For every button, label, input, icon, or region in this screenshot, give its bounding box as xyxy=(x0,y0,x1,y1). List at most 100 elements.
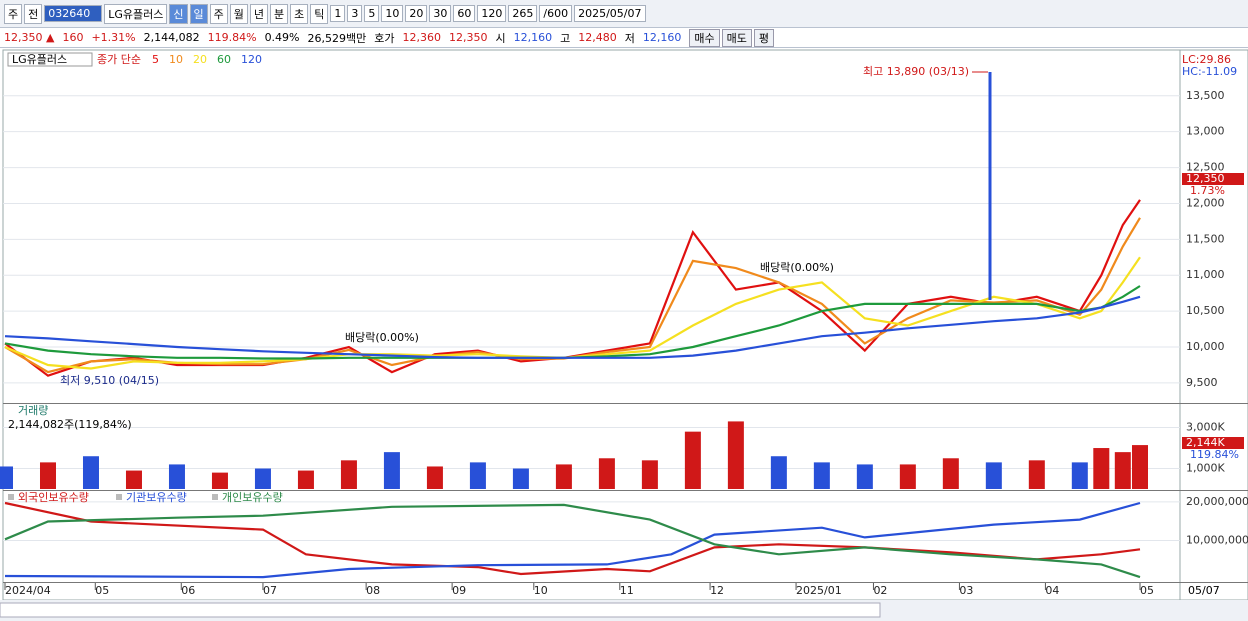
series-line xyxy=(4,501,1141,579)
volume-bar xyxy=(426,466,443,489)
volume-subtitle: 2,144,082주(119,84%) xyxy=(8,418,132,431)
volume-bar xyxy=(254,468,271,489)
quote-field: 12,160 xyxy=(642,31,682,44)
toolbar-button[interactable]: 주 xyxy=(4,3,23,24)
quote-field: 26,529백만 xyxy=(307,31,367,45)
quote-field: 12,160 xyxy=(513,31,553,44)
volume-bar xyxy=(512,468,529,489)
volume-bar xyxy=(770,456,787,489)
y-tick-label: 3,000K xyxy=(1186,421,1225,434)
toolbar-button[interactable]: 년 xyxy=(249,3,269,24)
y-tick-label: 11,000 xyxy=(1186,268,1225,281)
toolbar-button[interactable]: LG유플러스 xyxy=(104,3,168,24)
volume-bar xyxy=(1093,448,1110,489)
toolbar-button[interactable]: 60 xyxy=(453,5,476,22)
quote-field[interactable]: 매도 xyxy=(721,28,752,47)
toolbar-button[interactable]: 일 xyxy=(189,3,208,24)
y-tick-label: 11,500 xyxy=(1186,232,1225,245)
x-tick-label: 05 xyxy=(95,584,109,597)
quote-field: 12,480 xyxy=(578,31,617,44)
legend-box xyxy=(7,52,93,67)
quote-field: 160 xyxy=(62,31,84,44)
legend-entry: 개인보유수량 xyxy=(222,491,283,504)
toolbar-button[interactable]: 120 xyxy=(477,5,507,22)
volume-bar xyxy=(942,458,959,489)
legend-swatch xyxy=(212,494,218,500)
legend-entry: 20 xyxy=(193,53,207,66)
toolbar-button[interactable]: /600 xyxy=(539,5,573,22)
toolbar-button[interactable]: 주 xyxy=(209,3,228,24)
volume-bar xyxy=(856,464,873,489)
axis-frame xyxy=(1179,49,1248,601)
x-tick-label: 09 xyxy=(452,584,466,597)
volume-bar xyxy=(813,462,830,489)
legend-entry: 120 xyxy=(241,53,262,66)
volume-bar xyxy=(211,472,228,489)
quote-field[interactable]: 매수 xyxy=(689,28,720,47)
quote-field[interactable]: 평 xyxy=(753,28,774,47)
x-tick-label: 2024/04 xyxy=(5,584,51,597)
volume-bar xyxy=(684,431,701,489)
toolbar-button[interactable]: 20 xyxy=(405,5,428,22)
right-label: HC:-11.09 xyxy=(1182,65,1237,78)
legend-entry: 기관보유수량 xyxy=(126,491,187,504)
volume-bar xyxy=(1071,462,1088,489)
toolbar-button[interactable]: 2025/05/07 xyxy=(574,5,646,22)
toolbar-button[interactable]: 30 xyxy=(429,5,452,22)
x-tick-label: 08 xyxy=(366,584,380,597)
toolbar-button[interactable]: 10 xyxy=(381,5,404,22)
x-tick-label: 05 xyxy=(1140,584,1154,597)
plot-frame xyxy=(2,49,1181,601)
y-tick-label: 10,000,000 xyxy=(1186,533,1248,546)
x-tick-label: 2025/01 xyxy=(796,584,842,597)
volume-bar xyxy=(125,470,142,489)
toolbar-button[interactable]: 초 xyxy=(290,3,309,24)
y-tick-label: 13,000 xyxy=(1186,125,1225,138)
volume-bar xyxy=(598,458,615,489)
series-line xyxy=(4,256,1141,370)
legend-label: 종가 단순 xyxy=(97,53,141,66)
quote-field: 12,350 xyxy=(449,31,488,44)
toolbar: 주 전 032640 LG유플러스 신 일 주 월 년 분 초 틱 1 3 5 10 20 30 60 120 265/… xyxy=(0,0,1248,28)
toolbar-button[interactable]: 신 xyxy=(169,3,188,24)
cursor-date: 05/07 xyxy=(1188,584,1220,597)
toolbar-button[interactable]: 032640 xyxy=(44,5,103,22)
volume-bar xyxy=(39,462,56,489)
toolbar-button[interactable]: 전 xyxy=(24,3,43,24)
legend-swatch xyxy=(116,494,122,500)
x-tick-label: 06 xyxy=(181,584,195,597)
quote-field: 시 xyxy=(495,31,506,45)
toolbar-button[interactable]: 3 xyxy=(347,5,363,22)
quote-field: 119.84% xyxy=(207,31,257,44)
scroll-track[interactable] xyxy=(0,602,881,618)
toolbar-button[interactable]: 월 xyxy=(229,3,248,24)
toolbar-button[interactable]: 분 xyxy=(270,3,289,24)
toolbar-button[interactable]: 265 xyxy=(508,5,538,22)
legend-entry: 60 xyxy=(217,53,231,66)
price-tag-bg xyxy=(1182,173,1244,185)
quote-field: 2,144,082 xyxy=(143,31,200,44)
volume-bar xyxy=(555,464,572,489)
y-tick-label: 1,000K xyxy=(1186,462,1225,475)
volume-bar xyxy=(899,464,916,489)
legend-entry: 외국인보유수량 xyxy=(18,491,89,504)
y-tick-label: 13,500 xyxy=(1186,89,1225,102)
toolbar-button[interactable]: 틱 xyxy=(310,3,329,24)
price-tag: 2,144K xyxy=(1186,436,1225,449)
quote-field: 12,350 ▲ xyxy=(4,31,55,44)
toolbar-button[interactable]: 5 xyxy=(364,5,380,22)
toolbar-button[interactable]: 1 xyxy=(330,5,346,22)
annotation: 최저 9,510 (04/15) xyxy=(60,374,159,387)
price-pct: 119.84% xyxy=(1190,448,1239,461)
x-tick-label: 02 xyxy=(873,584,887,597)
series-line xyxy=(4,503,1141,579)
legend-swatch xyxy=(8,494,14,500)
legend-entry: 10 xyxy=(169,53,183,66)
volume-bar xyxy=(1132,445,1148,489)
series-line xyxy=(4,295,1141,359)
right-label: LC:29.86 xyxy=(1182,53,1231,66)
x-tick-label: 11 xyxy=(620,584,634,597)
volume-bar xyxy=(340,460,357,489)
